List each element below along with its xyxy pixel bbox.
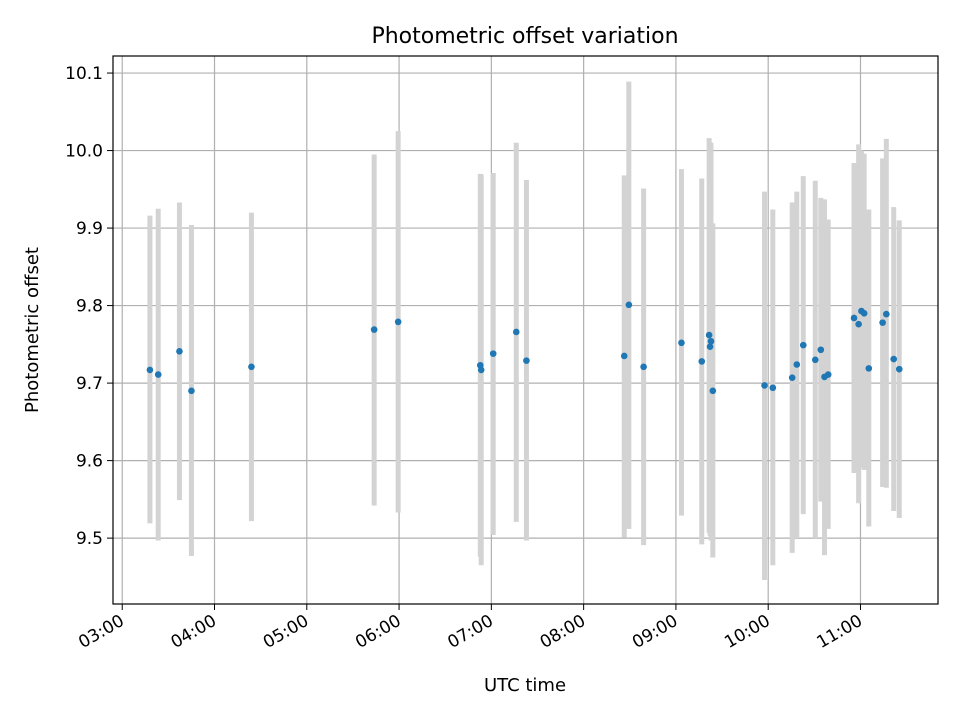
x-axis-ticks: 03:00 04:00 05:00 06:00 07:00 08:00 09:00 10:00…	[75, 604, 866, 653]
y-tick-label: 9.6	[76, 452, 103, 472]
y-tick-label: 9.9	[76, 219, 103, 239]
data-point	[248, 363, 255, 371]
data-point	[698, 358, 706, 365]
y-axis-ticks: 9.5 9.6 9.7 9.8 9.9 10.0 10.1	[65, 64, 113, 549]
data-point	[895, 365, 903, 373]
data-point	[817, 346, 825, 354]
x-tick-label: 09:00	[629, 611, 681, 653]
data-point	[879, 319, 886, 326]
data-point	[883, 310, 890, 318]
data-point	[154, 371, 162, 378]
chart-title: Photometric offset variation	[371, 24, 678, 49]
data-point	[620, 352, 628, 360]
data-point	[705, 331, 713, 339]
x-axis-label: UTC time	[484, 675, 566, 696]
data-point	[865, 365, 873, 372]
x-tick-label: 06:00	[352, 611, 404, 653]
x-tick-label: 08:00	[537, 611, 589, 653]
y-tick-label: 9.8	[76, 297, 103, 317]
data-point	[793, 361, 801, 368]
data-point	[477, 366, 485, 374]
data-point	[394, 318, 402, 326]
data-point	[188, 387, 195, 395]
data-point	[761, 382, 768, 389]
data-point	[146, 366, 154, 374]
data-point	[176, 348, 183, 355]
x-tick-label: 03:00	[75, 611, 127, 653]
x-tick-label: 07:00	[444, 611, 496, 653]
data-point	[860, 310, 868, 317]
data-point	[678, 339, 685, 347]
x-tick-label: 05:00	[260, 611, 312, 653]
data-point	[706, 343, 714, 350]
y-axis-label: Photometric offset	[22, 247, 43, 413]
y-tick-label: 10.1	[65, 64, 103, 84]
plot-frame	[112, 55, 939, 605]
data-point	[824, 371, 832, 378]
data-point	[512, 328, 520, 336]
data-point	[799, 341, 807, 349]
error-bars	[147, 81, 902, 580]
data-point	[811, 356, 819, 364]
data-point	[640, 363, 647, 371]
data-point	[769, 384, 777, 392]
x-tick-label: 04:00	[168, 611, 220, 653]
data-point	[788, 374, 796, 381]
y-tick-label: 9.5	[76, 529, 103, 549]
y-tick-label: 9.7	[76, 374, 103, 394]
data-point	[709, 387, 717, 395]
x-tick-label: 11:00	[814, 611, 866, 653]
data-points	[146, 301, 903, 395]
x-tick-label: 10:00	[721, 611, 773, 653]
data-point	[707, 337, 715, 345]
data-point	[850, 314, 858, 322]
data-point	[890, 355, 898, 363]
data-point	[370, 326, 378, 333]
data-point	[489, 350, 497, 357]
data-point	[523, 357, 530, 364]
y-tick-label: 10.0	[65, 142, 103, 162]
data-point	[855, 320, 862, 328]
data-point	[625, 301, 633, 309]
